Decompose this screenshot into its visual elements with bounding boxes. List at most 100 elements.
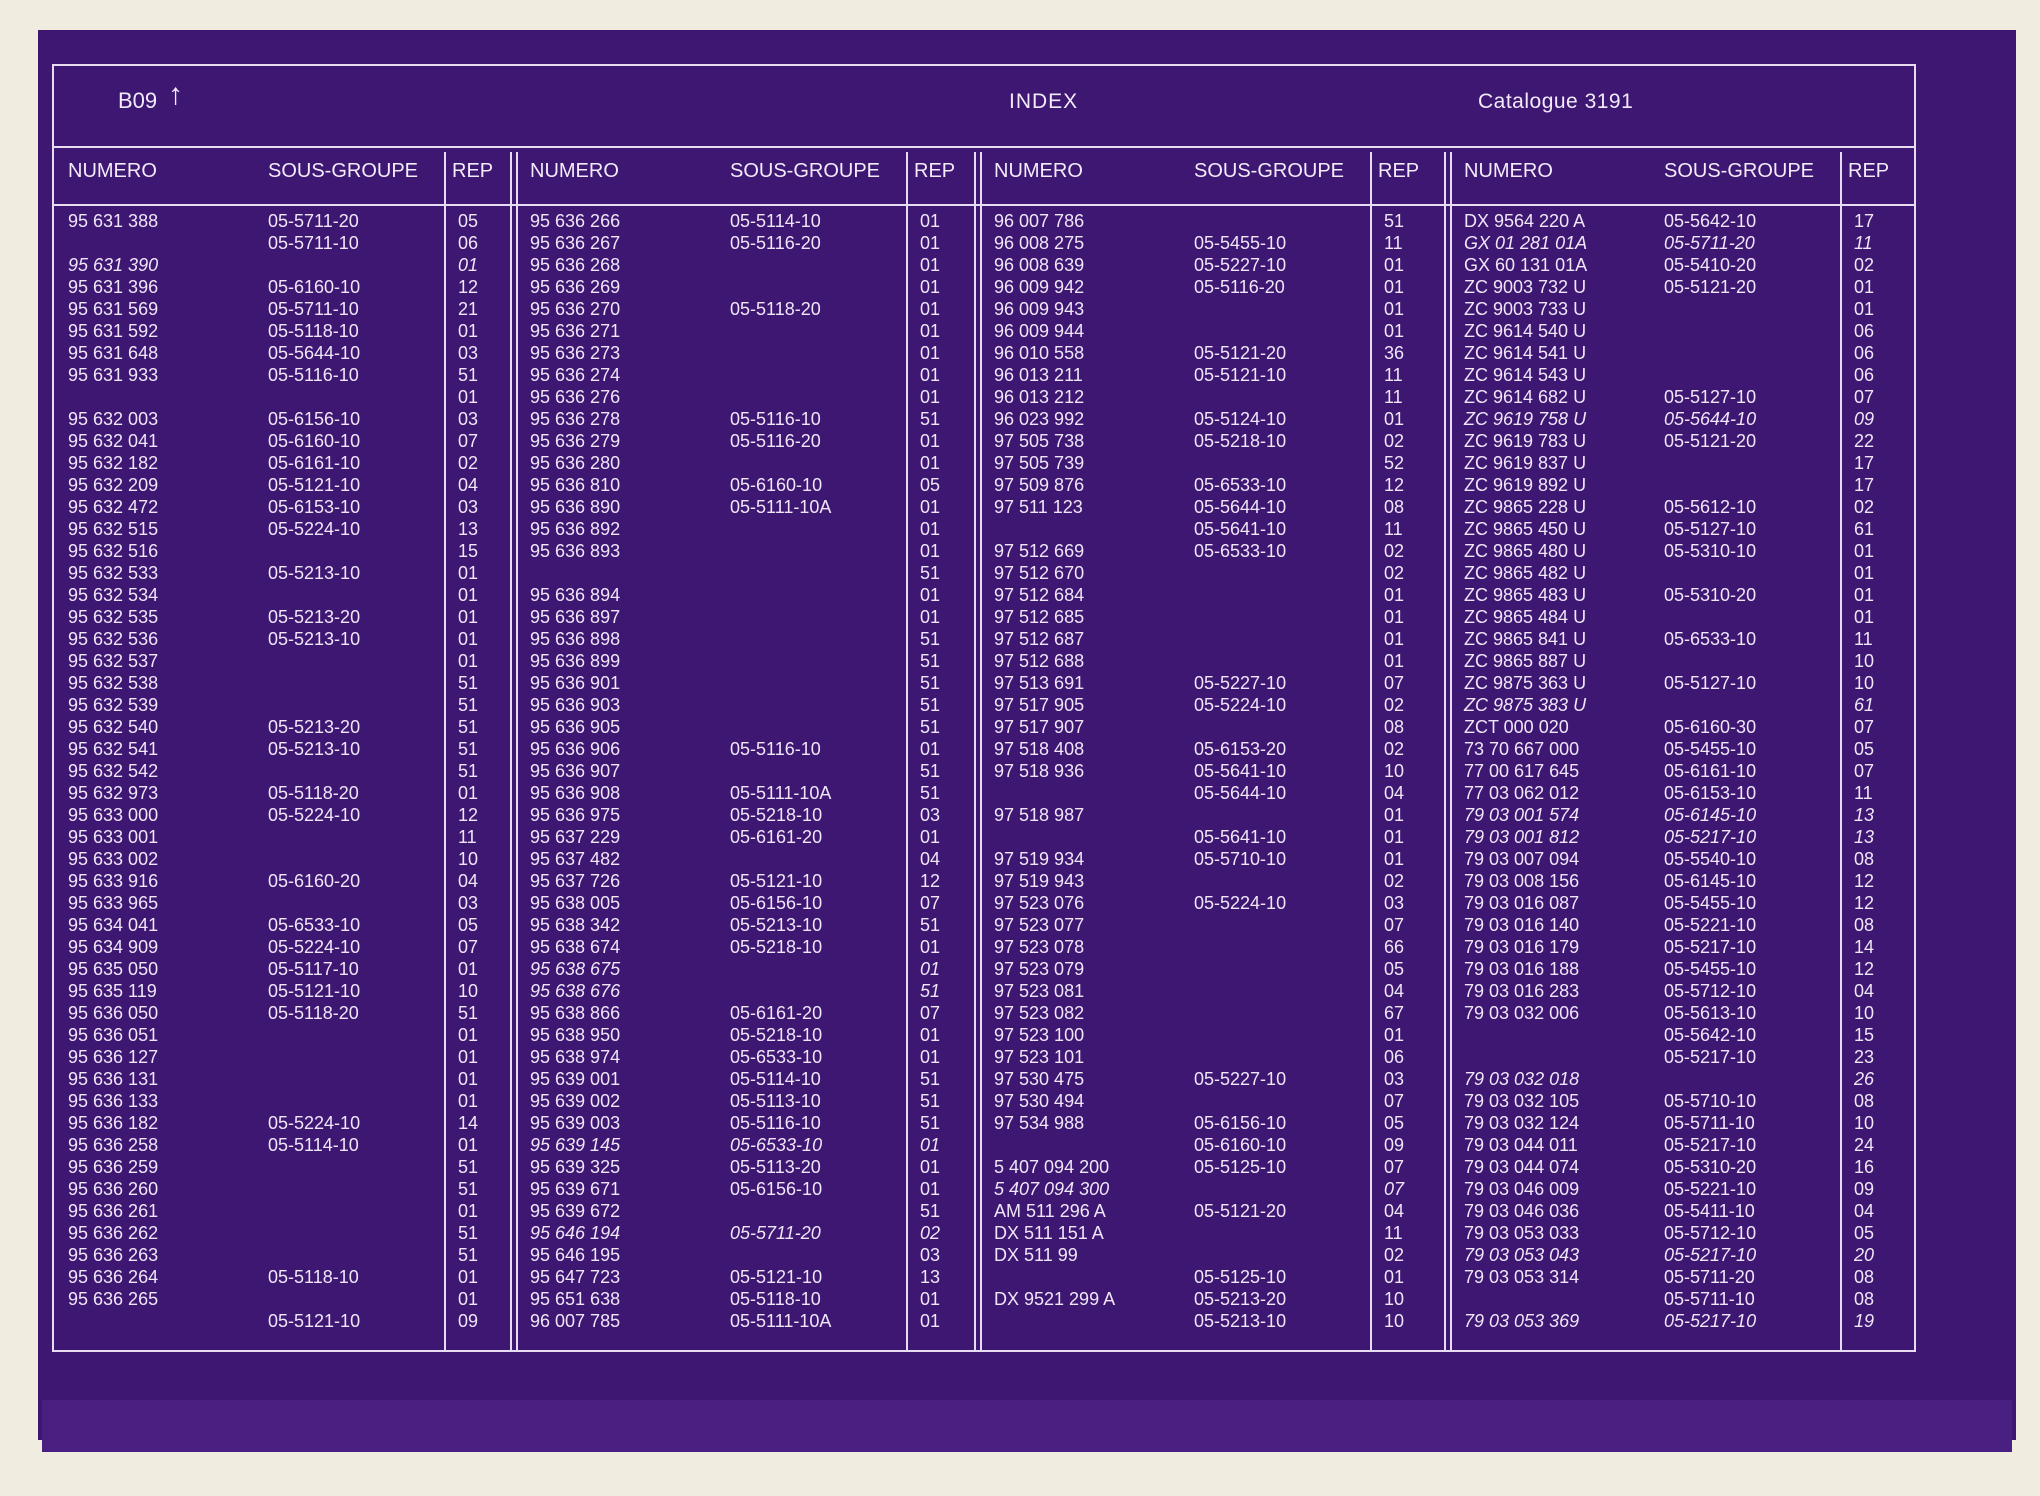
table-row: 97 512 685 01 [980,606,1444,628]
row-list: 96 007 786 51 96 008 275 05-5455-10 11 96 008… [980,210,1444,1332]
rep-value: 03 [458,893,479,913]
sous-groupe-value: 05-5124-10 [1194,409,1287,429]
sous-groupe-value: 05-5711-20 [730,1223,821,1243]
sous-groupe-value: 05-5641-10 [1194,827,1287,847]
rep-value: 06 [458,233,479,253]
part-number: 95 631 390 [68,255,159,275]
part-number: ZC 9865 483 U [1464,585,1587,605]
sous-groupe-value: 05-5121-20 [1664,431,1757,451]
part-number: ZC 9865 887 U [1464,651,1587,671]
rep-value: 07 [1384,1179,1405,1199]
up-arrow-icon: ↑ [168,78,183,111]
table-row: 95 636 908 05-5111-10A 51 [516,782,974,804]
rep-value: 10 [1384,1311,1405,1331]
rep-value: 09 [1854,1179,1875,1199]
rep-value: 01 [1854,299,1875,319]
table-row: 95 632 541 05-5213-10 51 [54,738,510,760]
rep-value: 05 [458,211,479,231]
part-number: 95 635 050 [68,959,159,979]
rep-value: 01 [920,233,941,253]
table-row: 97 518 987 01 [980,804,1444,826]
part-number: AM 511 296 A [994,1201,1106,1221]
sous-groupe-value: 05-5121-10 [730,1267,823,1287]
rep-value: 51 [920,1069,941,1089]
rep-value: 07 [1384,1157,1405,1177]
table-row: 97 530 494 07 [980,1090,1444,1112]
table-row: 05-6160-10 09 [980,1134,1444,1156]
rep-value: 10 [1854,651,1875,671]
sous-groupe-value: 05-5217-10 [1664,827,1757,847]
rep-value: 04 [1384,981,1405,1001]
table-row: 95 632 041 05-6160-10 07 [54,430,510,452]
rep-value: 01 [920,541,941,561]
part-number: 96 009 942 [994,277,1085,297]
table-row: 79 03 016 179 05-5217-10 14 [1450,936,1916,958]
part-number: 97 523 081 [994,981,1085,1001]
table-row: 95 639 145 05-6533-10 01 [516,1134,974,1156]
numero-header: NUMERO [68,160,157,182]
sous-groupe-value: 05-6160-20 [268,871,361,891]
table-row: 77 03 062 012 05-6153-10 11 [1450,782,1916,804]
table-row: 97 505 739 52 [980,452,1444,474]
table-row: 95 636 274 01 [516,364,974,386]
part-number: 95 632 003 [68,409,159,429]
part-number: 95 636 268 [530,255,621,275]
rep-value: 05 [1854,1223,1875,1243]
rep-value: 08 [1854,915,1875,935]
rep-value: 02 [458,453,479,473]
table-row: 97 523 081 04 [980,980,1444,1002]
table-row: ZC 9865 480 U 05-5310-10 01 [1450,540,1916,562]
sous-groupe-value: 05-5116-10 [268,365,359,385]
sous-groupe-value: 05-5224-10 [268,519,361,539]
numero-header: NUMERO [994,160,1083,182]
rep-value: 51 [920,651,941,671]
table-row: 73 70 667 000 05-5455-10 05 [1450,738,1916,760]
sous-groupe-value: 05-5218-10 [730,937,823,957]
table-row: 97 534 988 05-6156-10 05 [980,1112,1444,1134]
rep-column-line [1370,152,1372,1350]
rep-value: 07 [1384,673,1405,693]
rep-value: 01 [920,277,941,297]
sous-groupe-value: 05-6156-10 [730,1179,823,1199]
part-number: 95 632 538 [68,673,159,693]
table-row: 97 512 670 02 [980,562,1444,584]
rep-value: 51 [920,1201,941,1221]
rep-value: 14 [458,1113,479,1133]
table-row: 97 512 684 01 [980,584,1444,606]
sous-groupe-value: 05-5711-10 [268,233,359,253]
sous-groupe-value: 05-5113-10 [730,1091,821,1111]
table-row: 79 03 016 140 05-5221-10 08 [1450,914,1916,936]
table-row: 95 636 907 51 [516,760,974,782]
rep-value: 51 [458,1003,479,1023]
part-number: 95 636 897 [530,607,621,627]
rep-value: 01 [920,255,941,275]
table-row: 95 636 893 01 [516,540,974,562]
sous-groupe-header: SOUS-GROUPE [268,160,419,182]
rep-value: 01 [920,607,941,627]
part-number: 95 647 723 [530,1267,621,1287]
rep-value: 16 [1854,1157,1875,1177]
rep-value: 12 [458,277,479,297]
part-number: 95 632 516 [68,541,159,561]
rep-value: 07 [1854,717,1875,737]
table-row: 95 636 266 05-5114-10 01 [516,210,974,232]
rep-value: 04 [1854,1201,1875,1221]
rep-value: 01 [458,1025,479,1045]
rep-value: 51 [458,695,479,715]
rep-value: 51 [1384,211,1405,231]
part-number: 95 636 269 [530,277,621,297]
table-row: 95 631 648 05-5644-10 03 [54,342,510,364]
rep-value: 10 [1854,1003,1875,1023]
sous-groupe-value: 05-5224-10 [1194,893,1287,913]
rep-value: 01 [1384,629,1405,649]
table-row: 05-5711-10 08 [1450,1288,1916,1310]
sous-groupe-value: 05-5121-20 [1194,1201,1287,1221]
rep-value: 01 [920,739,941,759]
table-row: 97 523 078 66 [980,936,1444,958]
row-list: DX 9564 220 A 05-5642-10 17 GX 01 281 01A 05… [1450,210,1916,1332]
table-row: 05-5121-10 09 [54,1310,510,1332]
table-row: 95 636 131 01 [54,1068,510,1090]
sous-groupe-value: 05-6153-10 [268,497,361,517]
table-row: 95 634 041 05-6533-10 05 [54,914,510,936]
rep-value: 09 [1384,1135,1405,1155]
